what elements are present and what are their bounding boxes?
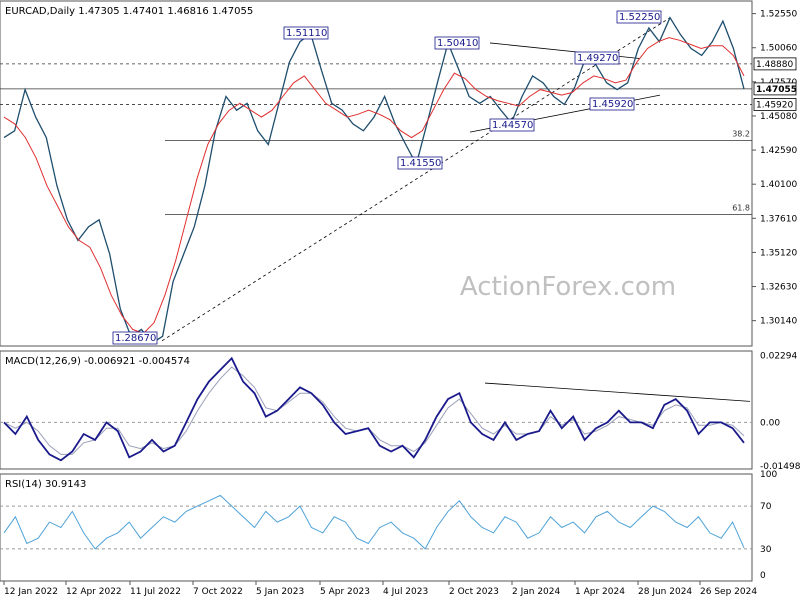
price-annotation: 1.41550 (400, 158, 441, 169)
ma-series-line (3, 37, 745, 335)
price-annotation-box (574, 51, 620, 65)
level-tag-box (753, 82, 797, 96)
level-tag-label: 1.45920 (756, 100, 793, 110)
price-annotation-box (397, 156, 443, 170)
x-tick-label: 5 Jan 2023 (256, 587, 304, 597)
level-tag-label: 1.47055 (756, 85, 797, 95)
rsi-y-tick-label: 0 (760, 571, 766, 581)
rsi-title: RSI(14) 30.9143 (5, 479, 86, 490)
price-series-line (3, 16, 745, 344)
price-annotation: 1.52250 (619, 12, 660, 23)
rsi-y-tick-label: 100 (760, 470, 777, 480)
macd-y-tick-label: 0.00 (760, 418, 780, 428)
price-y-tick-label: 1.50060 (760, 44, 797, 54)
x-tick-label: 12 Jan 2022 (4, 587, 58, 597)
rsi-y-tick-label: 30 (760, 545, 772, 555)
x-tick-label: 2 Oct 2023 (449, 587, 499, 597)
price-y-tick-label: 1.52550 (760, 10, 797, 20)
x-tick-label: 7 Oct 2022 (193, 587, 243, 597)
price-annotation: 1.49270 (577, 53, 618, 64)
support-trendline (161, 17, 671, 342)
price-y-tick-label: 1.42590 (760, 146, 797, 156)
price-annotation: 1.51110 (286, 28, 327, 39)
macd-y-tick-label: 0.02294 (760, 352, 797, 362)
price-y-tick-label: 1.32630 (760, 283, 797, 293)
level-tag-label: 1.48880 (756, 60, 793, 70)
price-annotation-box (283, 26, 329, 40)
x-tick-label: 5 Apr 2023 (320, 587, 370, 597)
x-tick-label: 28 Jun 2024 (638, 587, 692, 597)
price-annotation: 1.50410 (437, 38, 478, 49)
price-y-tick-label: 1.30140 (760, 317, 797, 327)
price-y-tick-label: 1.45080 (760, 112, 797, 122)
price-annotation-box (434, 36, 480, 50)
macd-title: MACD(12,26,9) -0.006921 -0.004574 (5, 356, 190, 367)
macd-y-tick-label: -0.014989 (760, 462, 800, 472)
macd-line (3, 356, 745, 462)
price-panel-frame (0, 0, 753, 347)
price-annotation-box (589, 97, 635, 111)
price-annotation: 1.44570 (492, 120, 533, 131)
fib-label: 38.2 (732, 129, 750, 138)
price-annotation-box (112, 331, 158, 345)
price-title: EURCAD,Daily 1.47305 1.47401 1.46816 1.4… (5, 6, 253, 17)
macd-trendline (484, 382, 751, 402)
price-y-tick-label: 1.37610 (760, 214, 797, 224)
level-tag-box (753, 57, 797, 71)
macd-panel-frame (0, 350, 753, 470)
price-annotation-box (616, 10, 662, 24)
price-annotation-box (489, 118, 535, 132)
level-tag-box (753, 98, 797, 111)
price-annotation: 1.28670 (115, 333, 156, 344)
rsi-y-tick-label: 70 (760, 502, 772, 512)
x-tick-label: 12 Apr 2022 (66, 587, 122, 597)
watermark: ActionForex.com (460, 272, 676, 302)
x-tick-label: 4 Jul 2023 (383, 587, 428, 597)
rsi-line (3, 494, 745, 550)
x-tick-label: 26 Sep 2024 (700, 587, 757, 597)
price-y-tick-label: 1.35120 (760, 248, 797, 258)
x-tick-label: 11 Jul 2022 (130, 587, 181, 597)
x-tick-label: 2 Jan 2024 (512, 587, 560, 597)
price-annotation: 1.45920 (592, 99, 633, 110)
macd-signal-line (3, 366, 745, 455)
fib-label: 61.8 (732, 204, 750, 213)
rsi-panel-frame (0, 473, 753, 582)
price-y-tick-label: 1.40100 (760, 180, 797, 190)
x-tick-label: 1 Apr 2024 (575, 587, 625, 597)
